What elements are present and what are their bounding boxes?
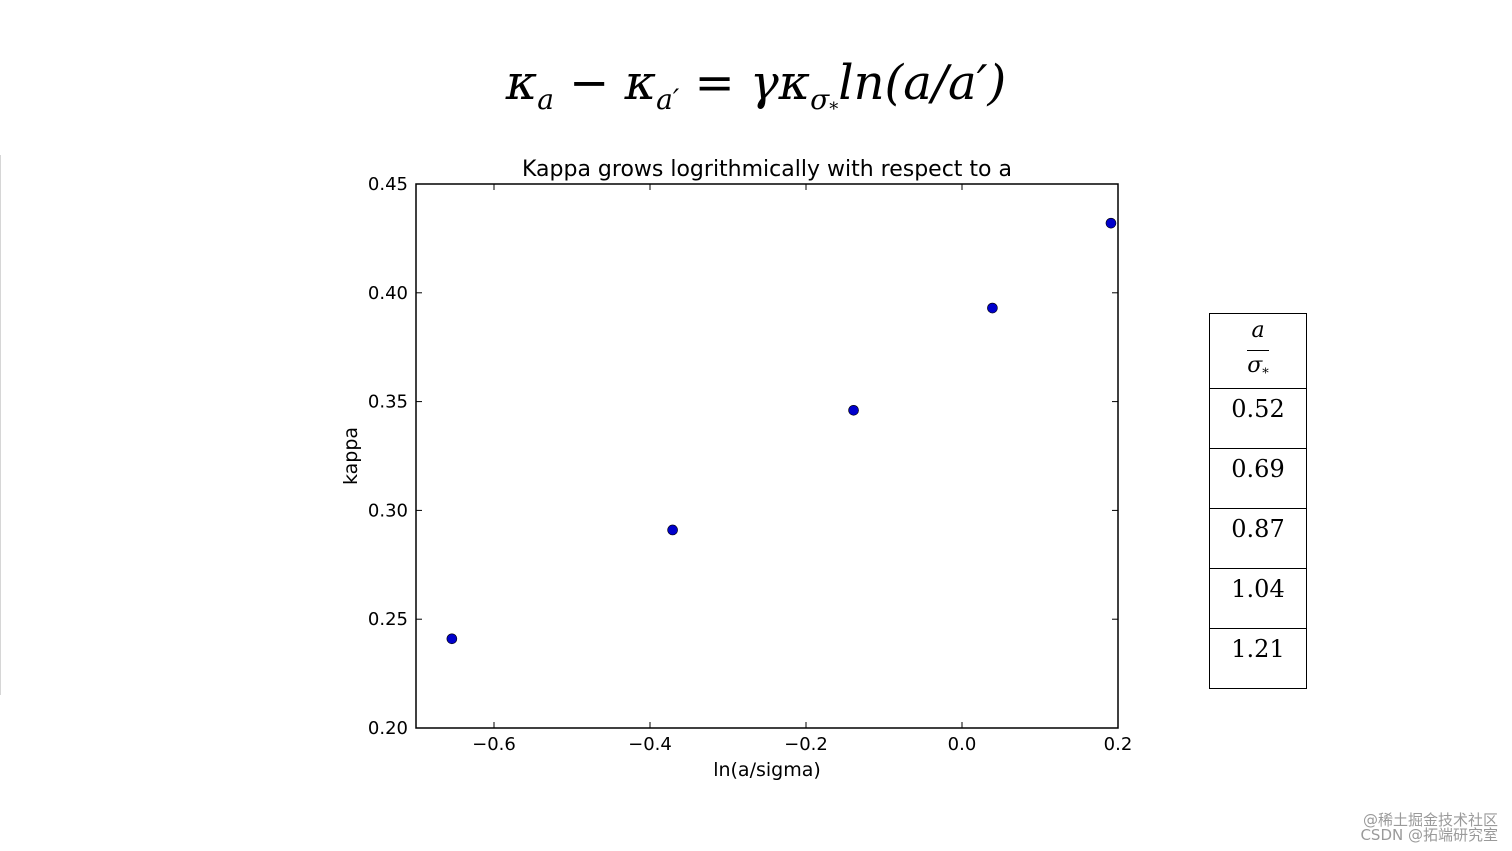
y-axis-label: kappa [340,427,362,485]
y-tick-label: 0.40 [368,283,408,304]
table-cell: 0.52 [1209,388,1307,450]
table-cell: 1.04 [1209,568,1307,630]
data-point [667,524,678,536]
fraction-denominator: σ* [1247,353,1269,382]
x-tick-label: 0.2 [1104,734,1133,755]
table-header-cell: a σ* [1209,312,1307,390]
table-row: 0.87 [1209,508,1307,570]
watermark-line-2: CSDN @拓端研究室 [1360,826,1498,844]
data-point [987,302,998,314]
slide-left-edge [0,155,1,695]
table-cell: 1.21 [1209,628,1307,690]
table-cell: 0.69 [1209,448,1307,510]
axis-ticks: −0.6 −0.4 −0.2 0.0 0.2 0.20 0.25 0.30 0.35 0.40 0.… [368,174,1132,755]
fraction-numerator: a [1247,318,1269,351]
data-point [1105,217,1117,229]
x-tick-label: 0.0 [948,734,977,755]
data-points [446,217,1117,645]
kappa-formula: κa − κa′ = γκσ*ln(a/a′) [505,55,1007,120]
x-tick-label: −0.6 [472,734,516,755]
y-tick-label: 0.25 [368,609,408,630]
table-header-row: a σ* [1209,312,1307,390]
watermark-line-1: @稀土掘金技术社区 [1362,811,1498,829]
a-over-sigma-table: a σ* 0.52 0.69 0.87 1.04 1.21 [1209,312,1307,690]
table-cell: 0.87 [1209,508,1307,570]
a-over-sigma-fraction: a σ* [1247,318,1269,387]
data-point [848,405,859,416]
table-row: 1.04 [1209,568,1307,630]
x-tick-label: −0.2 [784,734,828,755]
plot-frame [415,183,1119,729]
table-row: 0.69 [1209,448,1307,510]
data-point [446,633,458,645]
y-tick-label: 0.20 [368,718,408,739]
x-axis-label: ln(a/sigma) [713,759,821,781]
y-tick-label: 0.45 [368,174,408,195]
chart-title: Kappa grows logrithmically with respect … [522,157,1012,182]
watermark: @稀土掘金技术社区 CSDN @拓端研究室 [1360,813,1498,843]
table-row: 0.52 [1209,388,1307,450]
x-tick-label: −0.4 [628,734,672,755]
table-row: 1.21 [1209,628,1307,690]
y-tick-label: 0.30 [368,500,408,521]
y-tick-label: 0.35 [368,392,408,413]
